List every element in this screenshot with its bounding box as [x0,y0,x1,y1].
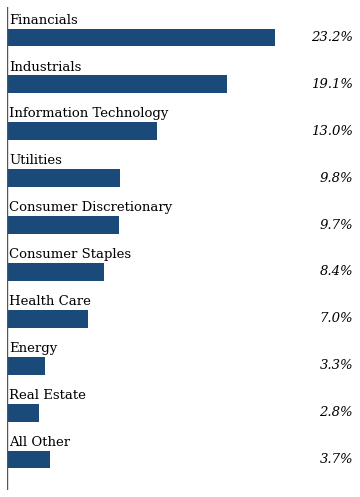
Text: 2.8%: 2.8% [319,406,353,419]
Text: Energy: Energy [9,342,58,355]
Text: Utilities: Utilities [9,155,62,167]
Bar [7,404,39,421]
Text: Industrials: Industrials [9,61,82,74]
Bar [7,263,104,281]
Text: Health Care: Health Care [9,295,91,308]
Text: Real Estate: Real Estate [9,389,86,402]
Text: 9.8%: 9.8% [319,171,353,185]
Text: All Other: All Other [9,436,70,449]
Text: Consumer Discretionary: Consumer Discretionary [9,201,172,214]
Bar [7,76,227,93]
Text: 19.1%: 19.1% [311,78,353,91]
Bar [7,357,45,375]
Text: 13.0%: 13.0% [311,125,353,138]
Text: Consumer Staples: Consumer Staples [9,248,131,261]
Text: Information Technology: Information Technology [9,107,168,120]
Bar [7,28,275,46]
Text: 9.7%: 9.7% [319,219,353,232]
Bar [7,451,50,469]
Bar [7,122,157,140]
Text: 8.4%: 8.4% [319,265,353,278]
Text: 23.2%: 23.2% [311,31,353,44]
Text: 3.7%: 3.7% [319,453,353,466]
Text: 7.0%: 7.0% [319,312,353,326]
Text: Financials: Financials [9,13,78,27]
Text: 3.3%: 3.3% [319,359,353,372]
Bar [7,310,88,328]
Bar [7,216,119,234]
Bar [7,169,120,187]
